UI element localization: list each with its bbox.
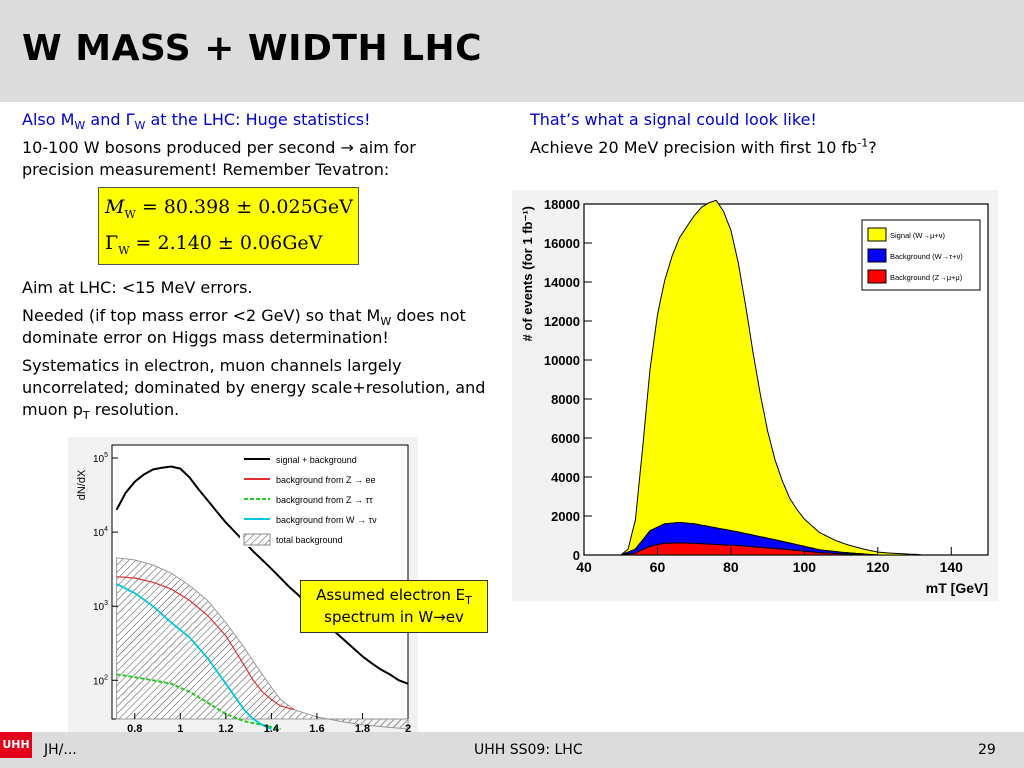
y-tick-label: 12000 (544, 314, 580, 329)
x-tick-label: 2 (405, 723, 411, 735)
y-tick-label: 6000 (551, 431, 580, 446)
left-paragraph-2: Aim at LHC: <15 MeV errors. (22, 278, 253, 297)
y-tick-label: 4000 (551, 470, 580, 485)
y-tick-label: 105 (93, 452, 108, 465)
footer-page: 29 (978, 742, 996, 758)
legend-swatch (867, 269, 887, 284)
y-tick-label: 8000 (551, 392, 580, 407)
y-tick-exponent: 2 (104, 674, 108, 681)
y-tick-label: 14000 (544, 275, 580, 290)
mt-chart: 40 60 80 100 120 140 0 2000 4000 6000 8000 10000 120… (520, 197, 989, 596)
left-paragraph-1: 10-100 W bosons produced per second → ai… (22, 138, 416, 179)
x-tick-label: 120 (866, 559, 890, 575)
left-paragraph-4: Systematics in electron, muon channels l… (22, 356, 486, 423)
legend-label: Background (Z→μ+μ) (890, 273, 963, 282)
y-axis-label: # of events (for 1 fb⁻¹) (520, 206, 535, 341)
x-tick-label: 80 (723, 559, 739, 575)
y-tick-label: 104 (93, 526, 108, 539)
et-chart: 0.811.21.41.61.82102103104105X = 2ETe/MW… (76, 444, 411, 752)
uhh-logo: UHH (0, 732, 32, 758)
left-heading: Also MW and ΓW at the LHC: Huge statisti… (22, 110, 371, 133)
footer-left: JH/... (44, 742, 77, 758)
y-tick-label: 102 (93, 674, 108, 687)
y-tick-exponent: 4 (104, 526, 108, 533)
series-line-1 (116, 576, 295, 711)
x-tick-label: 40 (576, 559, 592, 575)
legend-swatch (867, 248, 887, 263)
legend-label: background from Z → ee (276, 475, 376, 485)
callout-line-2: spectrum in W→ev (324, 608, 464, 626)
formula-mass: MW = 80.398 ± 0.025GeV (105, 196, 353, 221)
callout-line-1: Assumed electron ET (316, 586, 472, 607)
legend-swatch (867, 227, 887, 242)
formula-box: MW = 80.398 ± 0.025GeV ΓW = 2.140 ± 0.06… (98, 187, 359, 265)
footer: JH/... UHH SS09: LHC 29 (0, 732, 1024, 768)
y-axis-label: dN/dX (76, 469, 88, 500)
x-tick-label: 140 (940, 559, 964, 575)
mt-chart-panel: 40 60 80 100 120 140 0 2000 4000 6000 8000 10000 120… (512, 190, 998, 601)
series-area-2 (620, 542, 922, 556)
y-tick-label: 103 (93, 600, 108, 613)
right-heading: That’s what a signal could look like! (530, 110, 817, 129)
legend-label: Background (W→τ+ν) (890, 252, 963, 261)
legend-label: total background (276, 535, 343, 545)
left-column: Also MW and ΓW at the LHC: Huge statisti… (22, 109, 492, 187)
x-axis-label: mT [GeV] (926, 580, 988, 596)
slide-title: W MASS + WIDTH LHC (22, 28, 483, 69)
y-tick-label: 10000 (544, 353, 580, 368)
x-tick-label: 100 (793, 559, 817, 575)
y-tick-label: 18000 (544, 197, 580, 212)
series-line-0 (115, 465, 409, 685)
legend-label: Signal (W→μ+ν) (890, 231, 945, 240)
y-tick-label: 0 (573, 548, 580, 563)
left-column-lower: Aim at LHC: <15 MeV errors. Needed (if t… (22, 277, 492, 427)
formula-width: ΓW = 2.140 ± 0.06GeV (105, 232, 323, 257)
y-tick-exponent: 5 (104, 452, 108, 459)
x-tick-label: 1 (177, 723, 183, 735)
legend-label: background from W → τν (276, 515, 377, 525)
y-tick-label: 2000 (551, 509, 580, 524)
right-paragraph-1: Achieve 20 MeV precision with first 10 f… (530, 136, 877, 157)
callout-box: Assumed electron ET spectrum in W→ev (300, 580, 488, 633)
y-tick-exponent: 3 (104, 600, 108, 607)
footer-center: UHH SS09: LHC (474, 742, 583, 758)
series-line-2 (116, 673, 281, 730)
title-bar: W MASS + WIDTH LHC (0, 0, 1024, 102)
left-paragraph-3: Needed (if top mass error <2 GeV) so tha… (22, 306, 466, 347)
y-tick-label: 16000 (544, 236, 580, 251)
legend-swatch (243, 533, 271, 546)
legend-label: background from Z → ττ (276, 495, 373, 505)
x-tick-label: 60 (650, 559, 666, 575)
series-line-3 (116, 583, 272, 730)
right-column: That’s what a signal could look like! Ac… (530, 109, 1010, 165)
legend-label: signal + background (276, 455, 357, 465)
